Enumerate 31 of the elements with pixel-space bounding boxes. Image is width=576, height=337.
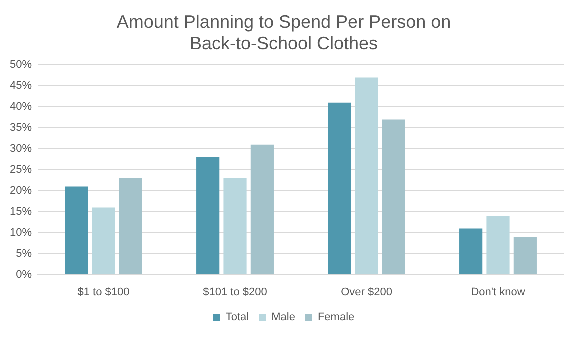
bar bbox=[119, 178, 142, 274]
x-tick-label: Don't know bbox=[471, 286, 526, 298]
bar bbox=[486, 216, 510, 274]
y-tick-label: 40% bbox=[10, 101, 32, 114]
bar bbox=[328, 102, 352, 274]
y-tick-label: 15% bbox=[10, 206, 32, 218]
y-tick-label: 50% bbox=[10, 59, 32, 72]
x-tick-label: $101 to $200 bbox=[203, 286, 268, 298]
y-tick-label: 20% bbox=[10, 184, 32, 197]
bar bbox=[382, 120, 406, 274]
legend-label: Total bbox=[226, 312, 250, 324]
y-tick-label: 0% bbox=[16, 268, 32, 281]
y-tick-label: 30% bbox=[10, 143, 32, 156]
y-tick-label: 25% bbox=[10, 164, 32, 176]
bar bbox=[250, 144, 274, 274]
bar bbox=[355, 78, 378, 274]
y-tick-label: 35% bbox=[10, 122, 32, 134]
bar bbox=[224, 178, 247, 274]
y-tick-label: 45% bbox=[10, 80, 32, 92]
y-tick-label: 10% bbox=[10, 226, 32, 239]
x-tick-label: $1 to $100 bbox=[78, 286, 130, 298]
bar bbox=[514, 237, 537, 274]
bar bbox=[65, 186, 88, 274]
bar bbox=[92, 208, 116, 274]
legend-label: Male bbox=[272, 312, 296, 324]
x-tick-label: Over $200 bbox=[341, 286, 392, 298]
bar bbox=[460, 228, 483, 274]
chart-title: Amount Planning to Spend Per Person on Back-to-School Clothes bbox=[116, 12, 452, 54]
legend-label: Female bbox=[318, 312, 355, 324]
bar bbox=[196, 157, 220, 274]
y-tick-label: 5% bbox=[16, 248, 32, 260]
